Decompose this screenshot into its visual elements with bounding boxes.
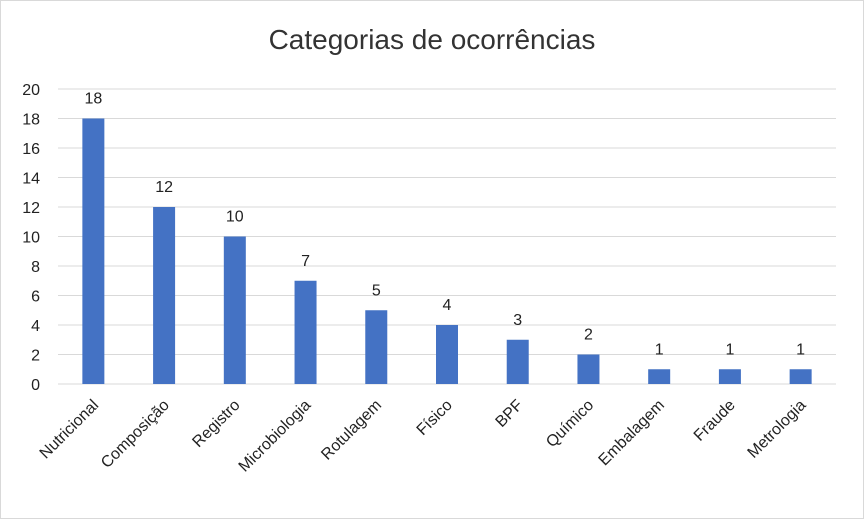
y-tick-label: 8 <box>31 259 40 276</box>
bar <box>648 369 671 384</box>
x-tick-label: Embalagem <box>596 397 668 469</box>
y-tick-label: 14 <box>22 171 40 188</box>
y-tick-label: 2 <box>31 348 40 365</box>
data-label: 12 <box>155 179 173 196</box>
bar <box>153 207 176 384</box>
chart-title: Categorias de ocorrências <box>268 24 596 55</box>
data-label: 1 <box>655 341 664 358</box>
bar <box>294 280 317 384</box>
y-tick-label: 12 <box>22 200 40 217</box>
y-tick-label: 6 <box>31 289 40 306</box>
y-tick-label: 10 <box>22 230 40 247</box>
x-tick-label: Físico <box>414 397 456 439</box>
y-tick-label: 18 <box>22 112 40 129</box>
data-label: 1 <box>796 341 805 358</box>
gridlines <box>58 88 836 385</box>
bar <box>223 236 246 384</box>
data-label: 1 <box>725 341 734 358</box>
y-tick-label: 16 <box>22 141 40 158</box>
x-tick-label: Rotulagem <box>318 397 385 464</box>
bar <box>506 339 529 384</box>
bar <box>718 369 741 384</box>
y-tick-label: 0 <box>31 377 40 394</box>
data-label: 4 <box>443 297 452 314</box>
bar <box>789 369 812 384</box>
data-label: 5 <box>372 282 381 299</box>
bar <box>577 354 600 384</box>
x-tick-label: Composição <box>98 397 173 472</box>
data-label: 2 <box>584 327 593 344</box>
y-axis-ticks: 0 2 4 6 8 10 12 14 16 18 20 <box>22 82 40 394</box>
bar <box>82 118 105 384</box>
data-label: 10 <box>226 209 244 226</box>
x-tick-label: Microbiologia <box>236 397 315 476</box>
x-tick-label: Nutricional <box>37 397 102 462</box>
data-labels: 18 12 10 7 5 4 3 2 1 1 1 <box>84 91 805 359</box>
bars <box>82 118 812 384</box>
x-tick-label: Registro <box>189 397 243 451</box>
y-tick-label: 20 <box>22 82 40 99</box>
x-tick-label: Químico <box>543 397 597 451</box>
data-label: 3 <box>513 312 522 329</box>
y-tick-label: 4 <box>31 318 40 335</box>
data-label: 7 <box>301 253 310 270</box>
data-label: 18 <box>84 91 102 108</box>
x-tick-label: BPF <box>493 397 527 431</box>
x-tick-label: Fraude <box>691 397 739 445</box>
bar <box>365 310 388 384</box>
bar <box>436 325 458 384</box>
x-tick-label: Metrologia <box>745 397 810 462</box>
